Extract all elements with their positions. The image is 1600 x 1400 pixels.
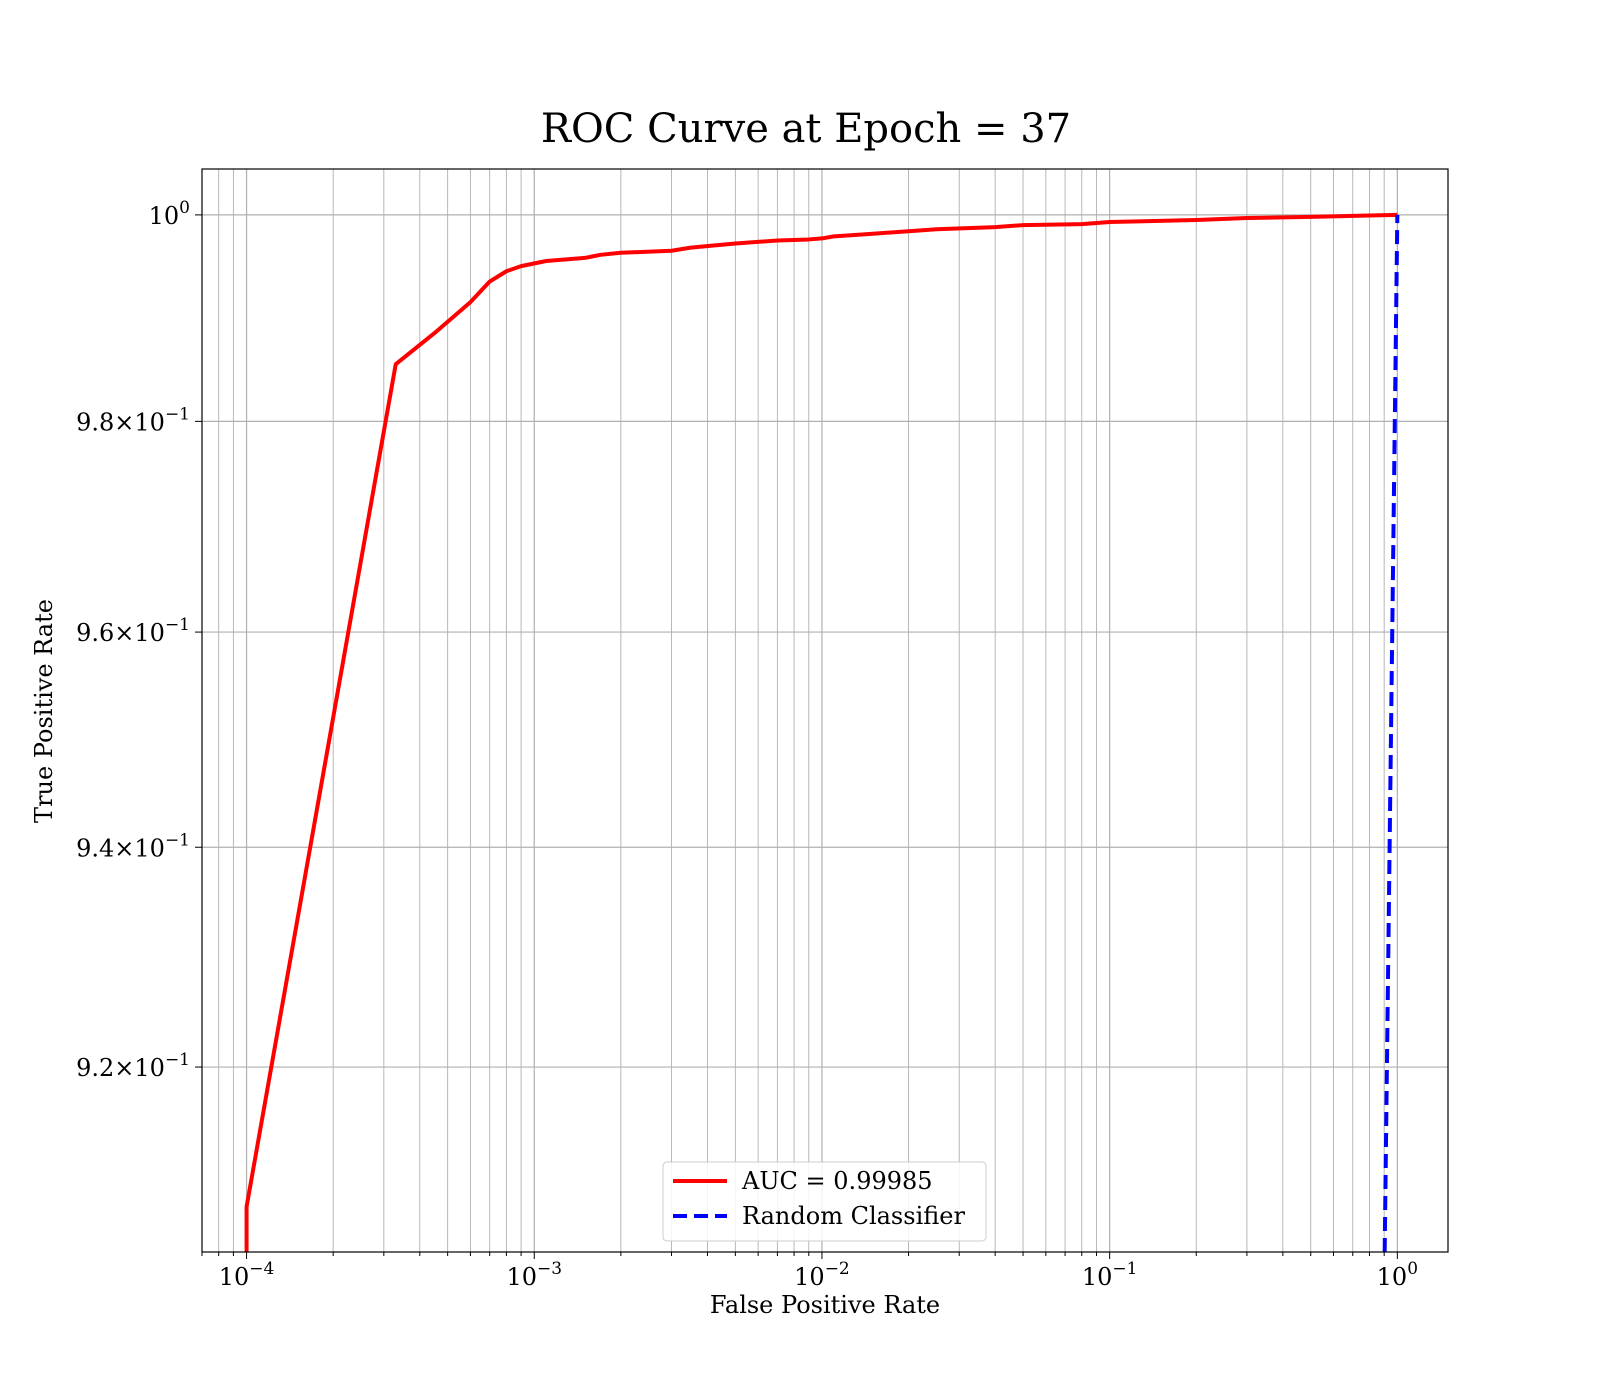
legend-label-random: Random Classifier [742, 1202, 965, 1230]
y-tick-label: 9.4×10−1 [76, 830, 190, 862]
random-classifier-line [1382, 214, 1400, 1253]
x-tick-layer: 10−4 10−3 10−2 10−1 100 [201, 1252, 1418, 1291]
series-layer [244, 212, 1400, 1253]
x-tick-label: 10−4 [219, 1259, 275, 1291]
y-tick-label: 9.8×10−1 [76, 404, 190, 436]
plot-frame [201, 168, 1449, 1253]
x-tick-label: 10−1 [1082, 1259, 1138, 1291]
chart-title: ROC Curve at Epoch = 37 [541, 106, 1071, 152]
x-tick-label: 10−3 [506, 1259, 562, 1291]
legend: AUC = 0.99985 Random Classifier [662, 1161, 987, 1242]
x-tick-label: 10−2 [794, 1259, 850, 1291]
legend-box [662, 1161, 987, 1242]
roc-curve-line [244, 212, 1398, 1252]
legend-label-auc: AUC = 0.99985 [741, 1167, 933, 1195]
grid-layer [201, 169, 1448, 1252]
y-tick-label: 9.2×10−1 [76, 1050, 190, 1082]
x-axis-label: False Positive Rate [710, 1291, 940, 1319]
y-tick-layer: 100 9.8×10−1 9.6×10−1 9.4×10−1 9.2×10−1 [76, 198, 202, 1082]
y-tick-label: 100 [149, 198, 190, 230]
y-tick-label: 9.6×10−1 [76, 615, 190, 647]
x-tick-label: 100 [1377, 1259, 1418, 1291]
y-axis-label: True Positive Rate [30, 599, 58, 823]
